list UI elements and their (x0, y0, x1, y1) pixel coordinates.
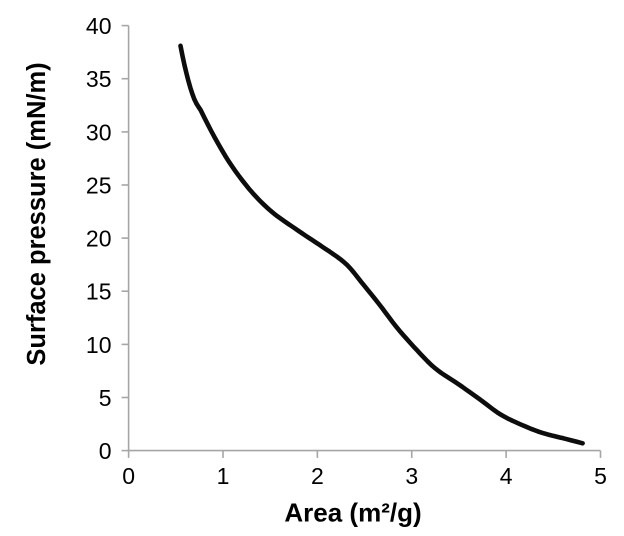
svg-text:40: 40 (86, 13, 112, 39)
svg-text:2: 2 (311, 463, 324, 489)
svg-text:10: 10 (86, 332, 112, 358)
svg-text:3: 3 (405, 463, 418, 489)
svg-text:1: 1 (217, 463, 230, 489)
svg-text:5: 5 (99, 385, 112, 411)
svg-text:20: 20 (86, 226, 112, 252)
svg-text:Surface pressure (mN/m): Surface pressure (mN/m) (23, 62, 51, 365)
svg-text:30: 30 (86, 119, 112, 145)
svg-text:25: 25 (86, 172, 112, 198)
svg-text:4: 4 (500, 463, 513, 489)
svg-text:35: 35 (86, 66, 112, 92)
svg-text:0: 0 (122, 463, 135, 489)
svg-text:Area (m²/g): Area (m²/g) (284, 498, 421, 528)
svg-text:0: 0 (99, 438, 112, 464)
svg-text:5: 5 (594, 463, 607, 489)
svg-text:15: 15 (86, 279, 112, 305)
